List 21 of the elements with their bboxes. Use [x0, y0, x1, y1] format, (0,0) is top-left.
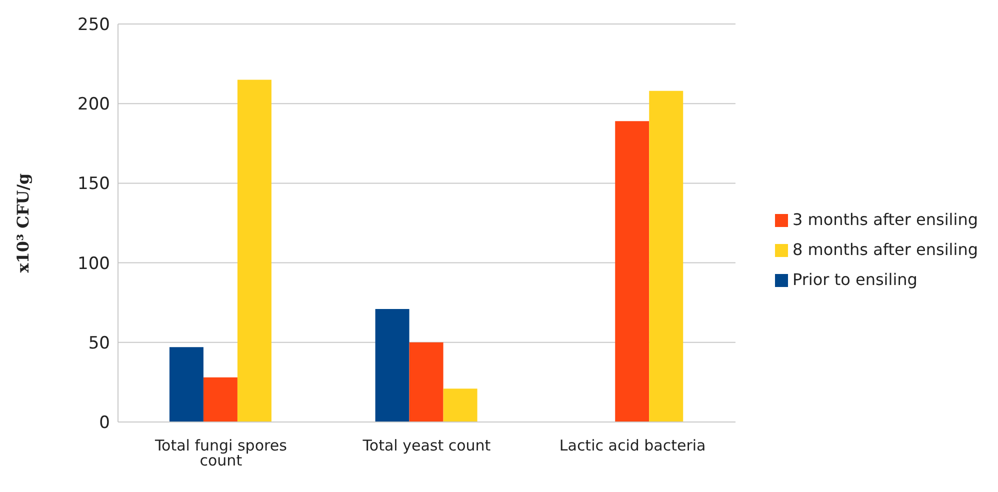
- legend-label: Prior to ensiling: [792, 270, 918, 289]
- bar: [615, 121, 650, 422]
- bar: [649, 90, 684, 422]
- x-tick-label: Lactic acid bacteria: [559, 436, 706, 455]
- y-tick-label: 50: [88, 333, 110, 354]
- y-tick-label: 200: [78, 94, 110, 115]
- y-tick-label: 0: [99, 413, 110, 434]
- y-tick-label: 150: [78, 174, 110, 194]
- legend-label: 3 months after ensiling: [792, 210, 978, 229]
- bar: [409, 342, 444, 422]
- x-tick-label: Total yeast count: [362, 436, 491, 455]
- x-tick-label: Total fungi spores count: [154, 436, 288, 470]
- legend-label: 8 months after ensiling: [792, 240, 978, 259]
- y-tick-label: 250: [78, 15, 110, 36]
- bar: [203, 377, 238, 422]
- y-axis-title: x10³ CFU/g: [14, 173, 33, 273]
- bar: [443, 388, 478, 422]
- bar: [375, 308, 410, 422]
- bar: [237, 80, 272, 422]
- bar: [169, 347, 204, 422]
- y-tick-label: 100: [78, 254, 110, 274]
